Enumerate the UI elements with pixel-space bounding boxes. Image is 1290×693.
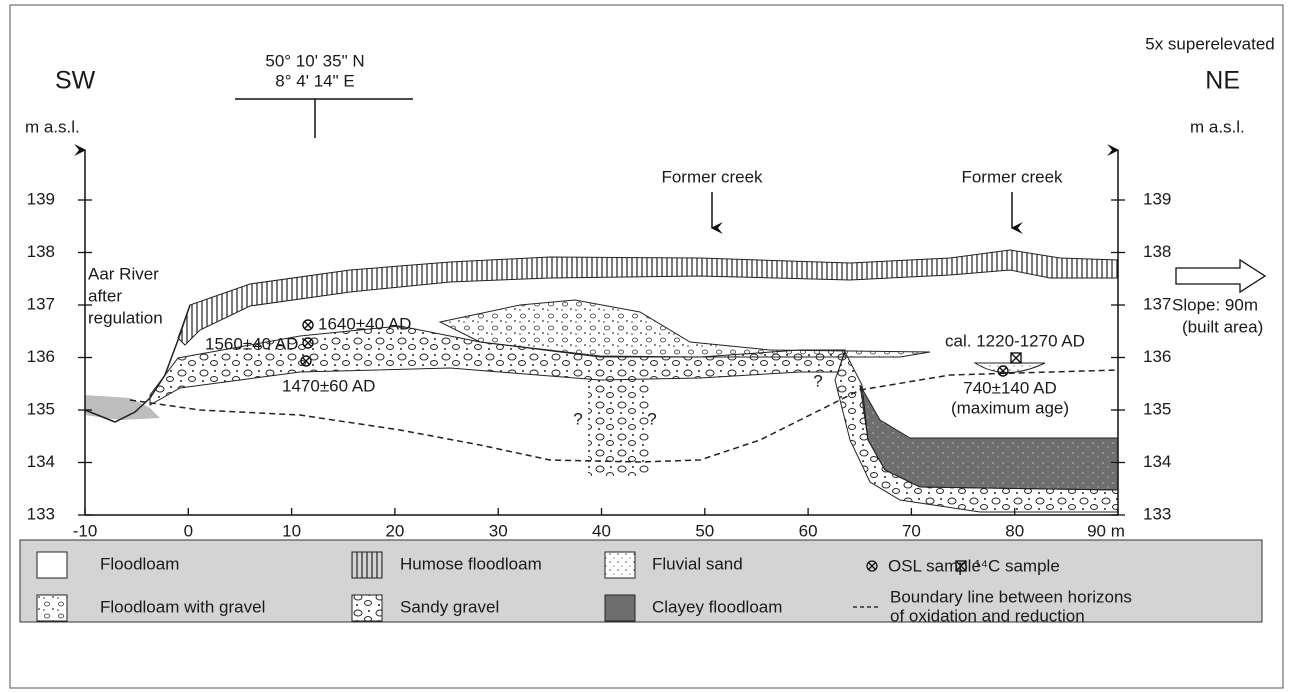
location-marker [235, 99, 413, 138]
legend-label: Fluvial sand [652, 554, 743, 573]
creek-label: Former creek [961, 167, 1063, 186]
date-label: 1560±40 AD [205, 334, 298, 353]
creek-channel [975, 363, 1045, 373]
legend-label: Floodloam with gravel [100, 597, 265, 616]
y-tick-label: 133 [1143, 504, 1171, 523]
question-mark: ? [573, 409, 582, 428]
swatch [605, 552, 635, 578]
date-label: 1470±60 AD [282, 376, 375, 395]
legend-label: Sandy gravel [400, 597, 499, 616]
swatch [605, 595, 635, 621]
y-tick-label: 136 [27, 347, 55, 366]
y-tick-label: 139 [27, 189, 55, 208]
x-tick-label: 10 [282, 521, 301, 540]
legend-label: Boundary line between horizons [890, 587, 1132, 606]
legend-label: ¹⁴C sample [975, 556, 1060, 575]
x-tick-label: 70 [902, 521, 921, 540]
x-tick-label: 90 m [1087, 521, 1125, 540]
swatch [352, 552, 382, 578]
x-tick-label: 40 [592, 521, 611, 540]
y-tick-label: 134 [27, 452, 55, 471]
superelevation: 5x superelevated [1145, 34, 1274, 53]
slope-label: Slope: 90m [1172, 295, 1258, 314]
y-tick-label: 133 [27, 504, 55, 523]
x-tick-label: 50 [695, 521, 714, 540]
question-mark: ? [647, 409, 656, 428]
y-tick-label: 137 [27, 294, 55, 313]
figure: 133 133 134 134 135 135 136 136 137 137 138 138 139 1… [0, 0, 1290, 693]
y-tick-label: 136 [1143, 347, 1171, 366]
y-tick-label: 135 [1143, 399, 1171, 418]
river-label: regulation [88, 308, 163, 327]
y-tick-label: 139 [1143, 189, 1171, 208]
x-tick-label: 0 [184, 521, 193, 540]
slope-arrow [1176, 260, 1265, 292]
legend: Floodloam Humose floodloam Fluvial sand … [20, 540, 1262, 625]
legend-label: Clayey floodloam [652, 597, 782, 616]
y-tick-label: 134 [1143, 452, 1171, 471]
x-tick-label: 20 [385, 521, 404, 540]
date-note: (maximum age) [951, 398, 1069, 417]
slope-label: (built area) [1182, 317, 1263, 336]
swatch [37, 595, 67, 621]
date-label: 740±140 AD [963, 378, 1056, 397]
coordinate: 8° 4' 14" E [275, 71, 354, 90]
direction: SW [55, 67, 96, 95]
x-tick-label: 30 [489, 521, 508, 540]
y-tick-label: 138 [1143, 242, 1171, 261]
swatch [37, 552, 67, 578]
question-mark: ? [813, 371, 822, 390]
x-tick-label: -10 [73, 521, 98, 540]
axis-label: m a.s.l. [25, 117, 80, 136]
legend-label: Floodloam [100, 554, 179, 573]
legend-label: Humose floodloam [400, 554, 542, 573]
date-label: cal. 1220-1270 AD [945, 331, 1085, 350]
legend-label: of oxidation and reduction [890, 606, 1085, 625]
creek-label: Former creek [661, 167, 763, 186]
direction: NE [1205, 67, 1240, 95]
x-tick-label: 60 [799, 521, 818, 540]
y-tick-label: 137 [1143, 294, 1171, 313]
date-label: 1640±40 AD [318, 314, 411, 333]
legend-label: OSL sample [888, 556, 981, 575]
river-label: Aar River [88, 264, 159, 283]
coordinate: 50° 10' 35" N [265, 51, 364, 70]
y-tick-label: 138 [27, 242, 55, 261]
y-tick-label: 135 [27, 399, 55, 418]
swatch [352, 595, 382, 621]
x-tick-label: 80 [1005, 521, 1024, 540]
river-label: after [88, 286, 122, 305]
axis-label: m a.s.l. [1190, 117, 1245, 136]
